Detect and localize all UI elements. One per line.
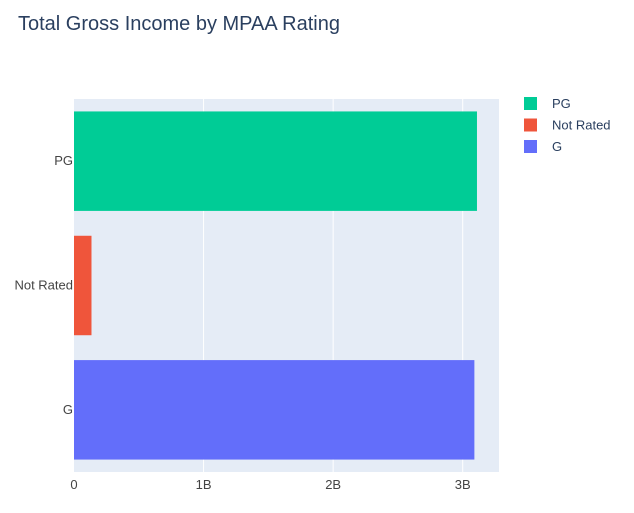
legend-item-g[interactable]: G	[524, 139, 562, 154]
legend-label: G	[552, 139, 562, 154]
y-axis-ticks: G Not Rated PG	[14, 153, 73, 417]
x-tick-label: 2B	[325, 477, 341, 492]
y-tick-label: G	[63, 402, 73, 417]
bars	[74, 111, 477, 460]
legend-swatch	[524, 118, 537, 132]
x-tick-label: 1B	[196, 477, 212, 492]
legend-label: Not Rated	[552, 118, 611, 133]
legend-swatch	[524, 97, 537, 110]
bar-pg[interactable]	[74, 111, 477, 211]
legend-label: PG	[552, 96, 571, 111]
y-tick-label: Not Rated	[14, 278, 73, 293]
x-axis-ticks: 0 1B 2B 3B	[70, 477, 470, 492]
legend-swatch	[524, 140, 537, 153]
y-tick-label: PG	[54, 153, 73, 168]
legend: PG Not Rated G	[524, 96, 611, 154]
legend-item-pg[interactable]: PG	[524, 96, 571, 111]
x-tick-label: 3B	[455, 477, 471, 492]
x-tick-label: 0	[70, 477, 77, 492]
chart-title: Total Gross Income by MPAA Rating	[18, 13, 340, 35]
bar-not-rated[interactable]	[74, 235, 92, 336]
bar-g[interactable]	[74, 360, 475, 460]
legend-item-not-rated[interactable]: Not Rated	[524, 118, 611, 133]
